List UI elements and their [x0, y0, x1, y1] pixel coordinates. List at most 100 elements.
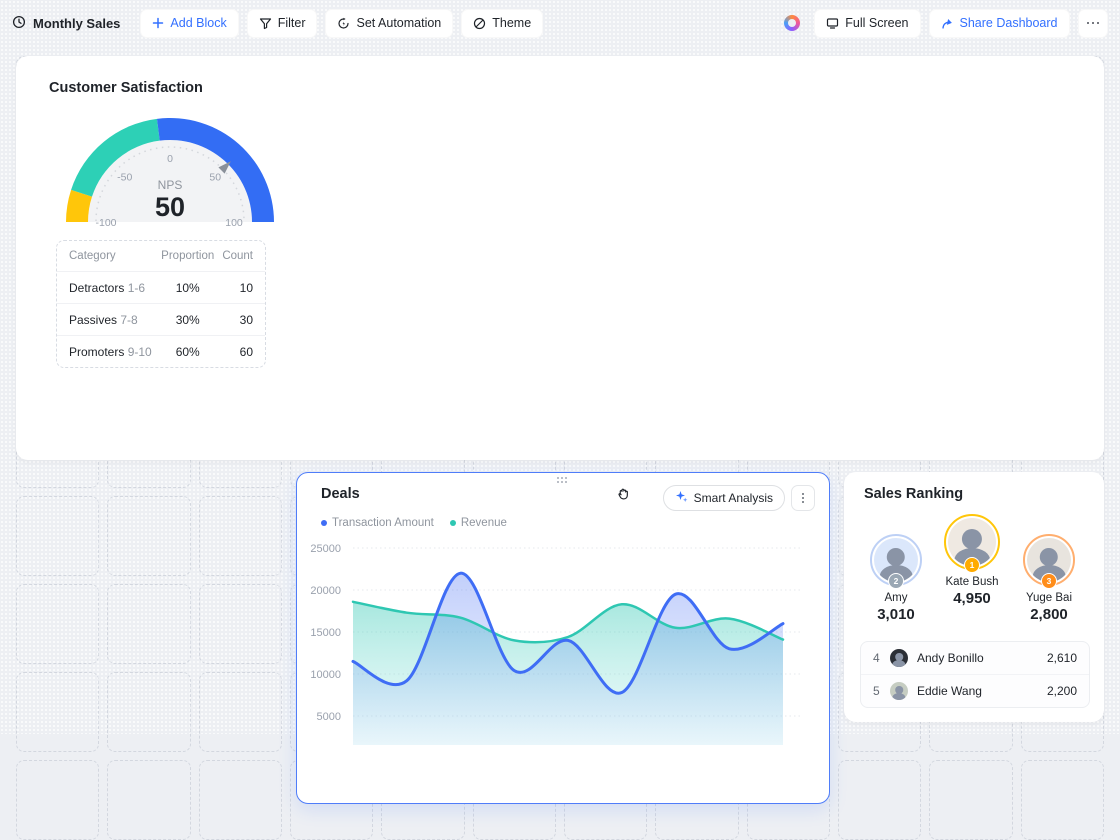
svg-text:-50: -50: [117, 172, 132, 184]
ranking-list: 4 Andy Bonillo 2,610 5 Eddie Wang 2,200: [860, 641, 1090, 708]
legend-item-transaction-amount[interactable]: Transaction Amount: [321, 517, 434, 529]
list-item[interactable]: 5 Eddie Wang 2,200: [861, 674, 1089, 707]
svg-text:50: 50: [155, 192, 185, 222]
proportion-value: 60%: [175, 344, 200, 359]
theme-palette-icon: [473, 17, 486, 30]
category-name: Detractors: [69, 280, 125, 295]
svg-text:100: 100: [225, 217, 243, 226]
card-more-button[interactable]: [791, 485, 815, 511]
add-block-button[interactable]: Add Block: [140, 8, 239, 38]
deals-title: Deals: [321, 486, 360, 502]
svg-text:-100: -100: [95, 217, 116, 226]
deals-area-chart: 25000 20000 15000 10000 5000: [297, 535, 827, 750]
proportion-value: 30%: [175, 312, 200, 327]
table-row: Passives 7-8 30% 30: [57, 303, 265, 335]
ellipsis-icon: [1086, 21, 1099, 25]
dashboard-title-group: Monthly Sales: [12, 15, 120, 32]
theme-button[interactable]: Theme: [461, 8, 544, 38]
smart-analysis-label: Smart Analysis: [693, 491, 773, 505]
add-block-label: Add Block: [170, 16, 227, 30]
category-range: 9-10: [127, 344, 152, 359]
col-header-category: Category: [69, 250, 116, 262]
svg-text:5000: 5000: [317, 711, 341, 723]
avatar: 3: [1023, 534, 1075, 589]
svg-text:NPS: NPS: [158, 178, 183, 192]
podium-rank-1: 1 Kate Bush 4,950: [930, 514, 1014, 607]
col-header-proportion: Proportion: [161, 250, 215, 262]
salesperson-name: Andy Bonillo: [917, 651, 984, 665]
filter-label: Filter: [277, 16, 306, 30]
share-dashboard-button[interactable]: Share Dashboard: [928, 8, 1070, 38]
monitor-icon: [826, 17, 839, 30]
col-header-count: Count: [222, 250, 253, 262]
svg-text:25000: 25000: [310, 543, 341, 555]
avatar: 2: [870, 534, 922, 589]
full-screen-button[interactable]: Full Screen: [814, 8, 921, 38]
nps-gauge-chart: -100 -50 0 50 100 NPS 50: [57, 110, 283, 229]
sales-value: 4,950: [953, 590, 991, 607]
theme-label: Theme: [492, 16, 532, 30]
rank-number: 5: [873, 684, 880, 698]
legend-label: Revenue: [460, 517, 507, 529]
page-title: Monthly Sales: [33, 15, 121, 31]
dashboard-toolbar: Monthly Sales Add Block Filter Set Autom…: [0, 0, 1120, 46]
table-row: Detractors 1-6 10% 10: [57, 271, 265, 303]
sparkle-icon: [675, 490, 688, 506]
svg-text:0: 0: [167, 153, 173, 165]
count-value: 10: [239, 280, 253, 295]
legend-label: Transaction Amount: [332, 517, 434, 529]
legend-dot: [321, 520, 327, 526]
sales-ranking-card[interactable]: Sales Ranking 2 Amy 3,010 1 Kate Bush 4,…: [844, 472, 1104, 722]
customer-satisfaction-card[interactable]: Customer Satisfaction -100 -50 0 50 100 NPS 50…: [16, 56, 1104, 460]
avatar: 1: [944, 514, 1000, 573]
full-screen-label: Full Screen: [845, 16, 909, 30]
count-value: 30: [239, 312, 253, 327]
salesperson-name: Amy: [884, 592, 908, 604]
sales-value: 2,200: [1046, 684, 1077, 698]
category-name: Promoters: [69, 344, 125, 359]
table-header-row: Category Proportion Count: [57, 241, 265, 271]
svg-text:15000: 15000: [310, 627, 341, 639]
podium-rank-3: 3 Yuge Bai 2,800: [1007, 534, 1091, 623]
category-name: Passives: [69, 312, 118, 327]
nps-breakdown-table: Category Proportion Count Detractors 1-6…: [56, 240, 266, 368]
customer-satisfaction-title: Customer Satisfaction: [49, 80, 203, 96]
table-row: Promoters 9-10 60% 60: [57, 335, 265, 367]
proportion-value: 10%: [175, 280, 200, 295]
set-automation-label: Set Automation: [356, 16, 442, 30]
count-value: 60: [239, 344, 253, 359]
smart-analysis-button[interactable]: Smart Analysis: [662, 485, 785, 511]
svg-text:50: 50: [209, 172, 221, 184]
filter-button[interactable]: Filter: [246, 8, 318, 38]
share-dashboard-label: Share Dashboard: [959, 16, 1058, 30]
svg-text:10000: 10000: [310, 669, 341, 681]
list-item[interactable]: 4 Andy Bonillo 2,610: [861, 642, 1089, 674]
legend-item-revenue[interactable]: Revenue: [449, 517, 507, 529]
rank-badge: 3: [1041, 573, 1057, 589]
rank-number: 4: [873, 651, 880, 665]
legend-dot: [449, 520, 456, 526]
more-actions-button[interactable]: [1077, 8, 1108, 38]
rank-badge: 2: [888, 573, 904, 589]
svg-text:20000: 20000: [310, 585, 341, 597]
avatar: [890, 682, 908, 700]
plus-icon: [152, 17, 164, 29]
salesperson-name: Yuge Bai: [1025, 592, 1073, 604]
salesperson-name: Eddie Wang: [917, 684, 982, 698]
chart-legend: Transaction Amount Revenue: [321, 517, 507, 529]
drag-handle[interactable]: [557, 477, 569, 485]
deals-card[interactable]: Deals Smart Analysis Transaction Amount …: [296, 472, 830, 804]
automation-icon: [337, 17, 350, 30]
sales-value: 2,800: [1030, 606, 1068, 623]
history-clock-icon: [12, 15, 26, 32]
podium-rank-2: 2 Amy 3,010: [854, 534, 938, 623]
avatar: [890, 649, 908, 667]
salesperson-name: Kate Bush: [945, 576, 999, 588]
category-range: 1-6: [127, 280, 146, 295]
sync-spinner-icon: [784, 15, 801, 31]
set-automation-button[interactable]: Set Automation: [325, 8, 454, 38]
sales-ranking-title: Sales Ranking: [864, 486, 964, 502]
sales-value: 2,610: [1046, 651, 1077, 665]
sales-value: 3,010: [877, 606, 915, 623]
filter-funnel-icon: [259, 17, 272, 30]
